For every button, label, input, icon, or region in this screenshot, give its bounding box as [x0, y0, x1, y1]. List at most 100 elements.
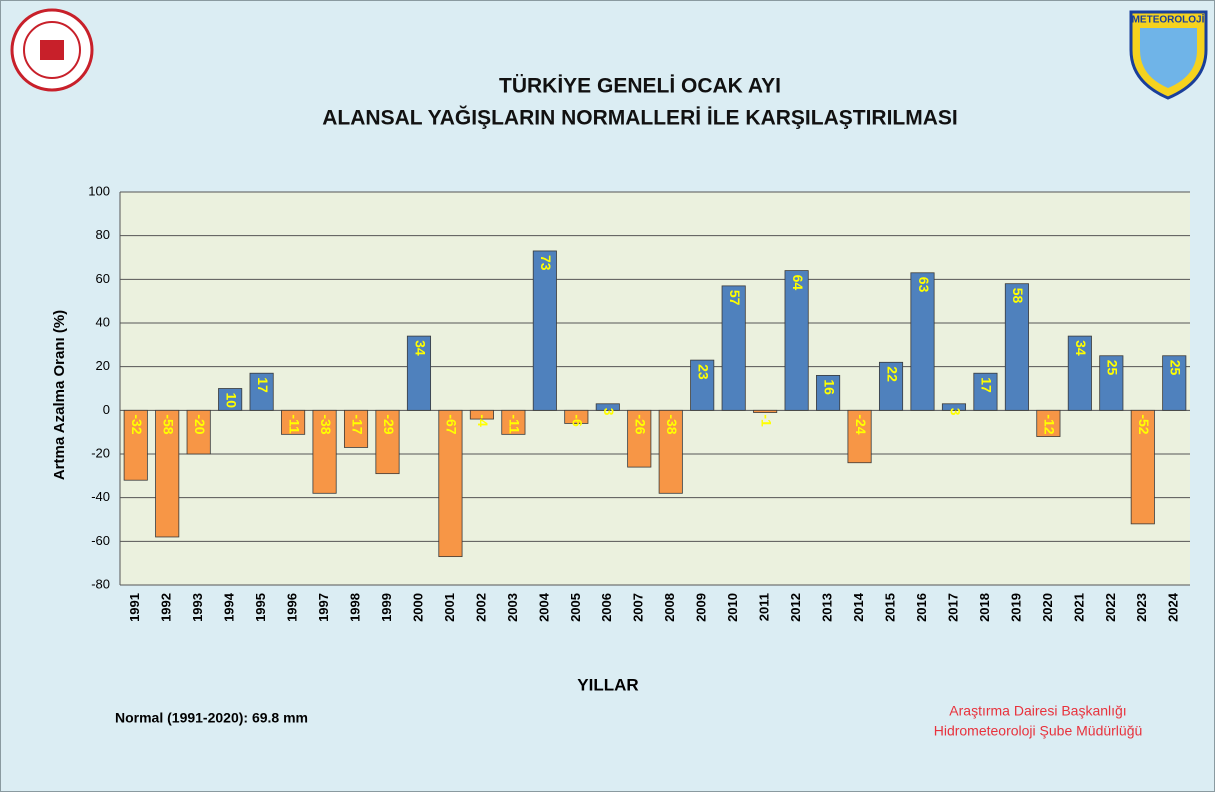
data-label: 17 [979, 377, 995, 393]
data-label: -38 [318, 414, 334, 434]
bar [312, 409, 337, 494]
bar [501, 409, 526, 435]
x-tick-label: 1991 [127, 593, 142, 622]
y-tick-label: 60 [96, 271, 110, 286]
x-tick-label: 1998 [347, 593, 362, 622]
bar [847, 409, 872, 464]
x-tick-label: 2013 [820, 593, 835, 622]
y-tick-label: -40 [91, 489, 110, 504]
bar [816, 374, 841, 411]
data-label: -20 [192, 414, 208, 434]
x-tick-label: 2000 [410, 593, 425, 622]
x-tick-label: 1997 [316, 593, 331, 622]
data-label: 17 [255, 377, 271, 393]
bar [1004, 283, 1029, 411]
y-tick-label: -20 [91, 445, 110, 460]
bar [406, 335, 432, 411]
x-tick-label: 1992 [159, 593, 174, 622]
data-label: 3 [601, 408, 617, 416]
data-label: -29 [381, 414, 397, 434]
data-label: 25 [1168, 360, 1184, 376]
x-tick-label: 2012 [788, 593, 803, 622]
data-label: 3 [947, 408, 963, 416]
bar [658, 409, 683, 494]
x-tick-label: 2021 [1071, 593, 1086, 622]
y-tick-label: 80 [96, 227, 110, 242]
data-label: -11 [286, 414, 302, 434]
bar [532, 250, 557, 411]
bar [595, 403, 620, 411]
bar [1067, 335, 1092, 411]
data-label: 34 [1073, 340, 1089, 356]
data-label: -17 [349, 414, 365, 434]
x-tick-label: 2020 [1040, 593, 1055, 622]
x-tick-label: 2002 [473, 593, 488, 622]
bar [1099, 355, 1124, 411]
data-label: -38 [664, 414, 680, 434]
data-label: -32 [129, 414, 145, 434]
data-label: 10 [223, 393, 239, 409]
bar [784, 270, 809, 411]
data-label: -1 [758, 414, 774, 427]
x-tick-label: 2023 [1134, 593, 1149, 622]
y-axis-label: Artma Azalma Oranı (%) [51, 310, 68, 480]
x-tick-label: 2022 [1103, 593, 1118, 622]
y-tick-label: -60 [91, 533, 110, 548]
x-tick-label: 2015 [882, 593, 897, 622]
data-label: 22 [884, 366, 900, 382]
x-tick-label: 2007 [631, 593, 646, 622]
data-label: 25 [1105, 360, 1121, 376]
y-tick-label: 20 [96, 358, 110, 373]
x-tick-label: 2010 [725, 593, 740, 622]
x-tick-label: 1996 [285, 593, 300, 622]
data-label: 64 [790, 275, 806, 291]
bar [1130, 409, 1155, 525]
x-tick-label: 2001 [442, 593, 457, 622]
data-label: 57 [727, 290, 743, 306]
bar [343, 409, 369, 448]
x-tick-label: 2008 [662, 593, 677, 622]
data-label: -24 [853, 414, 869, 434]
x-tick-label: 2004 [536, 592, 551, 622]
data-label: 16 [821, 379, 837, 395]
x-tick-label: 1994 [222, 592, 237, 622]
bar [878, 361, 904, 411]
credit: Hidrometeoroloji Şube Müdürlüğü [934, 723, 1143, 739]
x-tick-label: 1993 [190, 593, 205, 622]
data-label: -12 [1042, 414, 1058, 434]
plot-area [120, 192, 1190, 585]
bar [1036, 409, 1061, 437]
data-label: 23 [696, 364, 712, 380]
bar [438, 409, 463, 558]
data-label: -11 [507, 414, 523, 434]
bar [375, 409, 400, 475]
data-label: 63 [916, 277, 932, 293]
bar [123, 409, 148, 481]
data-label: -4 [475, 414, 491, 427]
x-tick-label: 2009 [694, 593, 709, 622]
bar [281, 409, 306, 435]
bar [249, 372, 274, 411]
x-tick-label: 2018 [977, 593, 992, 622]
data-label: -52 [1136, 414, 1152, 434]
x-tick-label: 2005 [568, 593, 583, 622]
y-tick-label: 100 [88, 183, 110, 198]
right-logo: METEOROLOJİ [1129, 10, 1208, 100]
data-label: 73 [538, 255, 554, 271]
bar [186, 409, 211, 455]
bar [218, 388, 243, 411]
y-tick-label: 0 [103, 402, 110, 417]
x-tick-label: 2017 [945, 593, 960, 622]
y-tick-label: -80 [91, 576, 110, 591]
data-label: 58 [1010, 288, 1026, 304]
credit: Araştırma Dairesi Başkanlığı [949, 703, 1126, 719]
x-tick-label: 2019 [1008, 593, 1023, 622]
bar [1162, 355, 1187, 411]
x-tick-label: 1999 [379, 593, 394, 622]
x-tick-label: 2011 [757, 593, 772, 621]
x-tick-label: 1995 [253, 593, 268, 622]
data-label: 34 [412, 340, 428, 356]
data-label: -6 [570, 414, 586, 427]
x-tick-label: 2016 [914, 593, 929, 622]
